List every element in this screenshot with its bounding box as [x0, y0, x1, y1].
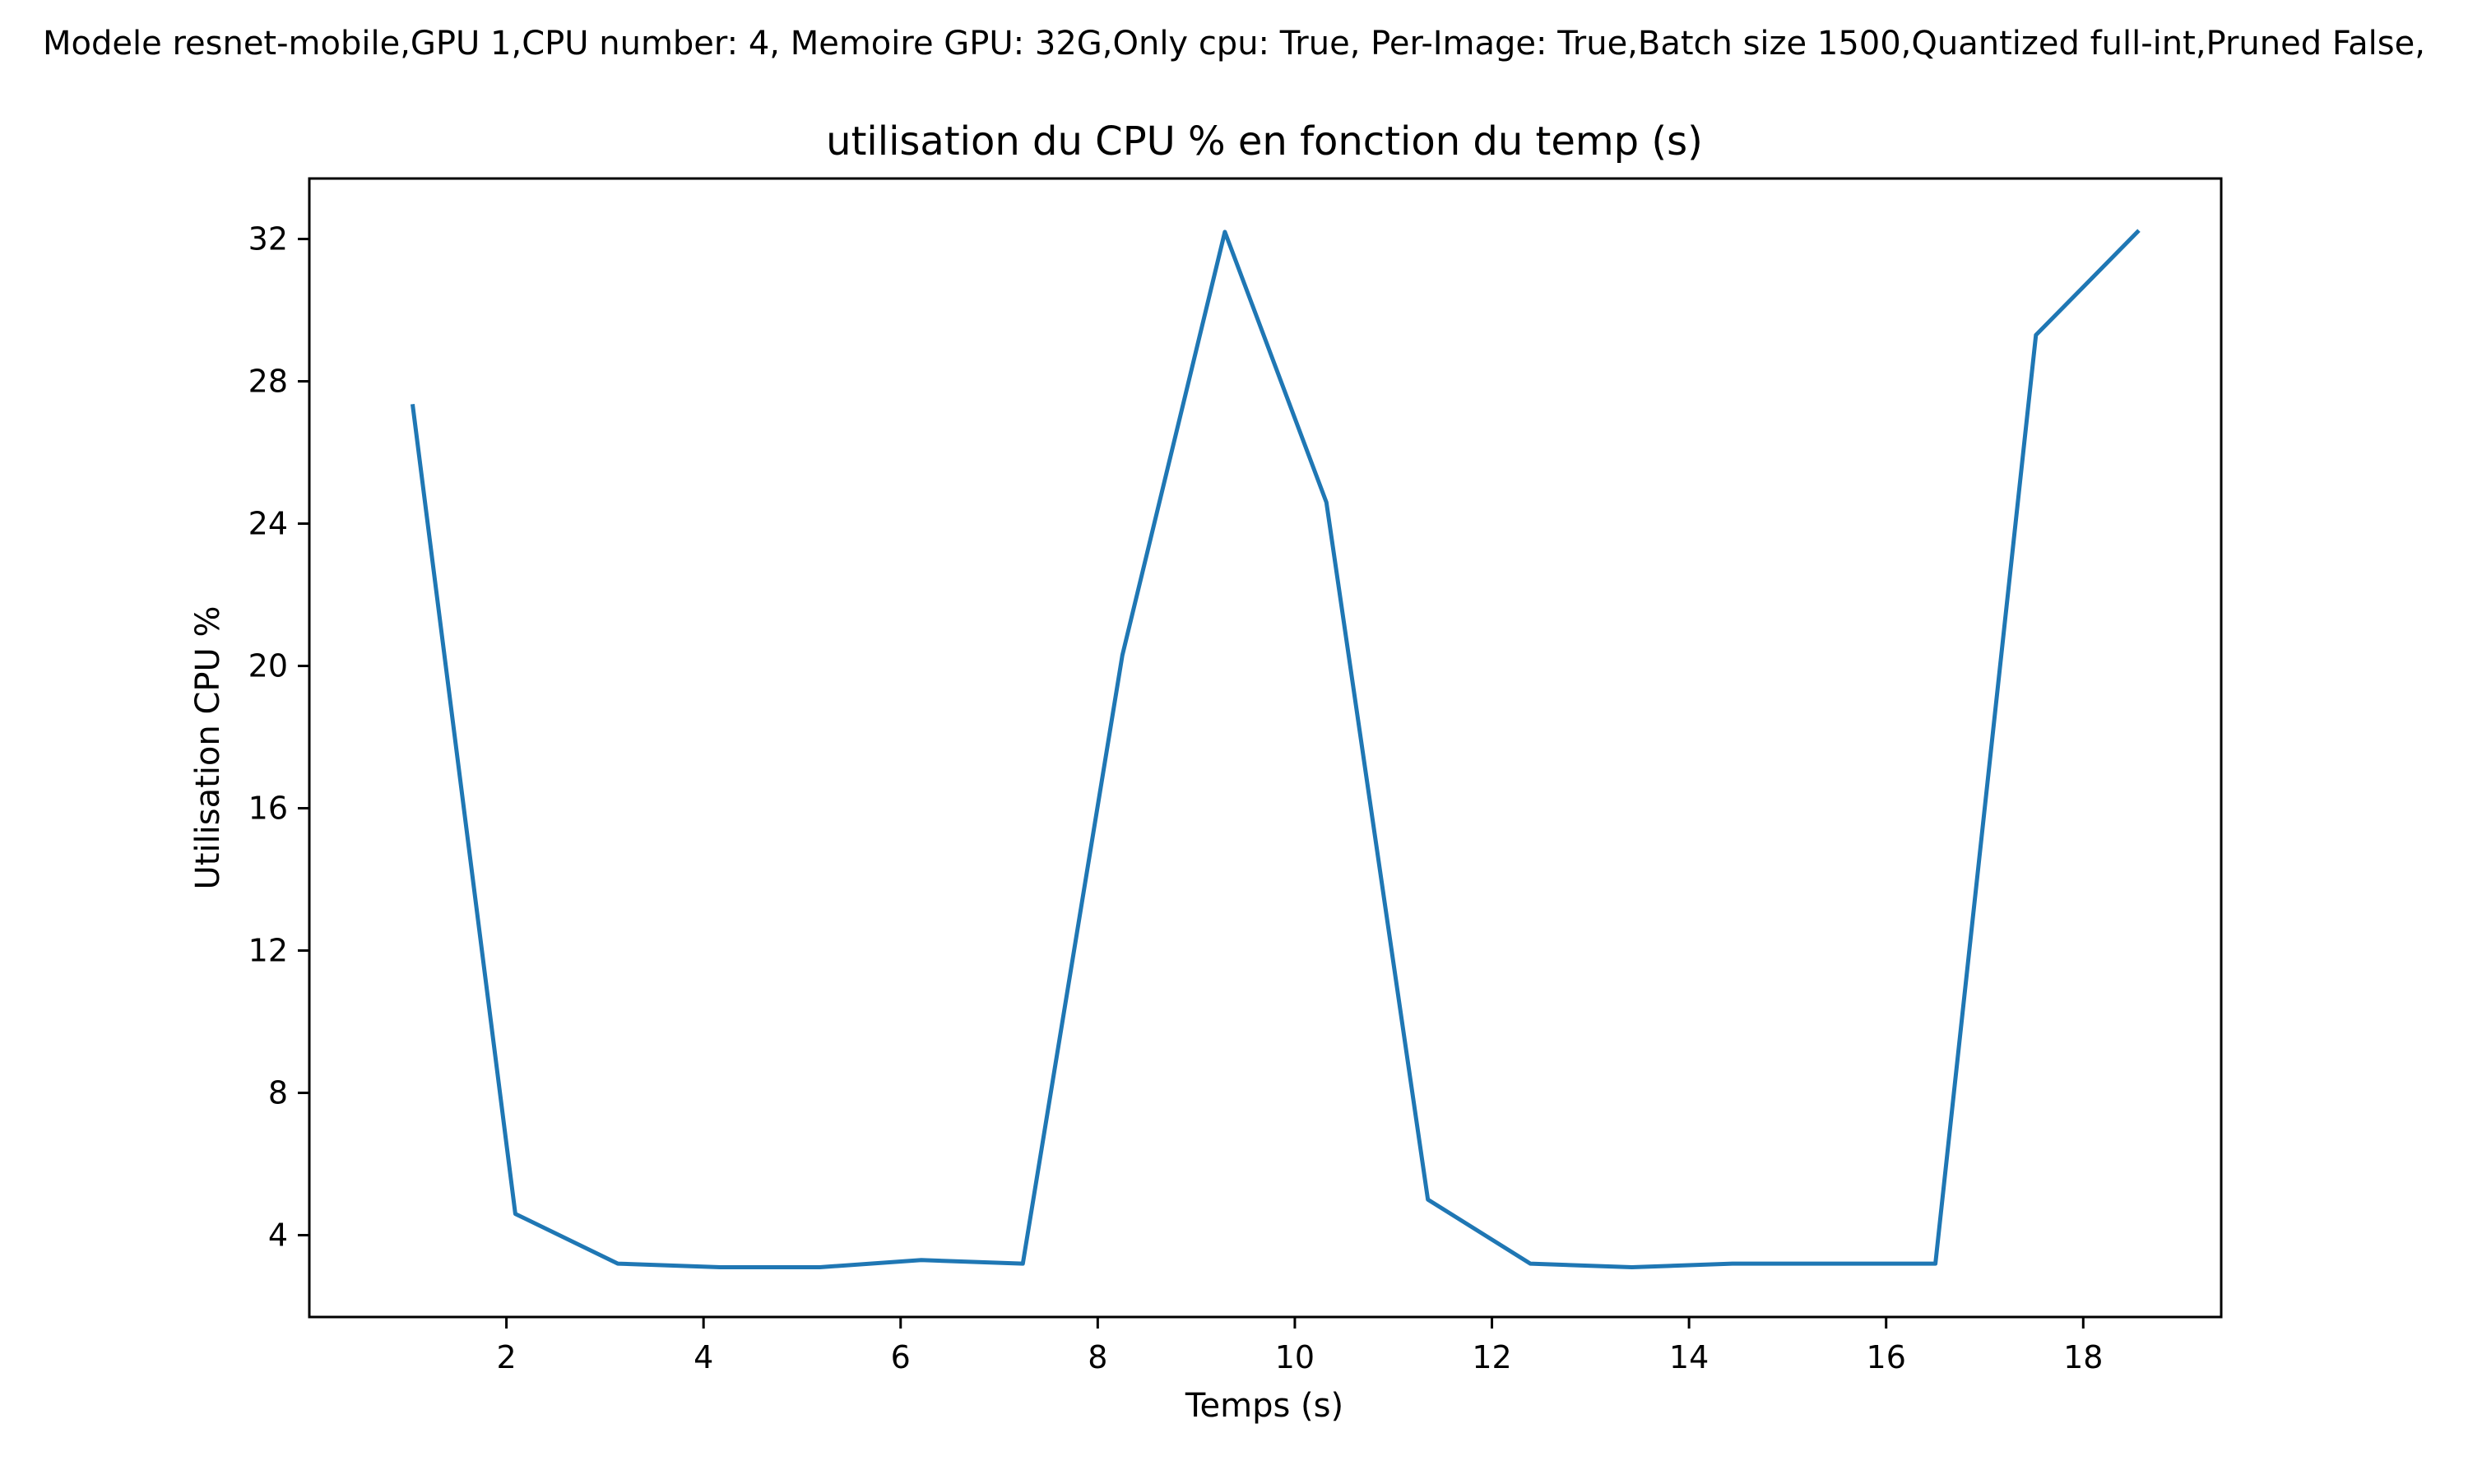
plot-area-frame — [308, 177, 2223, 1319]
y-tick-label: 8 — [268, 1075, 288, 1111]
x-axis: 2 4 6 8 10 12 14 16 18 — [496, 1317, 2103, 1375]
series-layer — [411, 229, 2141, 1269]
x-tick-label: 16 — [1867, 1339, 1906, 1375]
x-tick-label: 6 — [891, 1339, 911, 1375]
x-tick-label: 18 — [2063, 1339, 2103, 1375]
y-tick-label: 20 — [248, 648, 288, 684]
series-line — [411, 229, 2141, 1269]
y-tick-label: 16 — [248, 791, 288, 827]
figure-suptitle: Modele resnet-mobile,GPU 1,CPU number: 4… — [43, 25, 2425, 63]
y-tick-label: 32 — [248, 221, 288, 257]
y-axis: 4 8 12 16 20 24 28 32 — [248, 221, 309, 1254]
x-tick-label: 14 — [1669, 1339, 1709, 1375]
chart-title: utilisation du CPU % en fonction du temp… — [826, 118, 1703, 165]
x-tick-label: 2 — [496, 1339, 516, 1375]
x-tick-label: 12 — [1472, 1339, 1511, 1375]
y-axis-label: Utilisation CPU % — [189, 605, 227, 889]
x-tick-label: 8 — [1088, 1339, 1107, 1375]
y-tick-label: 4 — [268, 1217, 288, 1254]
y-tick-label: 24 — [248, 506, 288, 542]
y-tick-label: 28 — [248, 364, 288, 400]
x-axis-label: Temps (s) — [1185, 1387, 1343, 1425]
y-tick-label: 12 — [248, 933, 288, 969]
x-tick-label: 10 — [1275, 1339, 1315, 1375]
x-tick-label: 4 — [694, 1339, 713, 1375]
